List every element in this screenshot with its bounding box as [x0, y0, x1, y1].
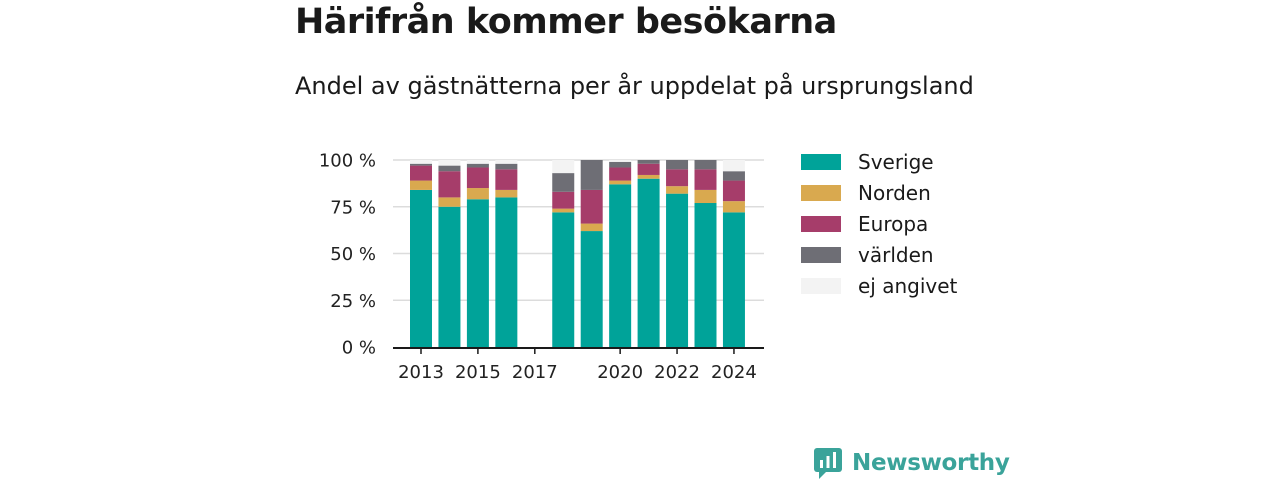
bar-segment: [410, 165, 432, 181]
legend-swatch: [801, 216, 841, 232]
y-tick-label: 50 %: [330, 244, 376, 265]
bar-segment: [609, 184, 632, 347]
bar-segment: [694, 189, 717, 204]
x-tick-label: 2015: [455, 362, 501, 383]
bar-segment: [666, 186, 689, 194]
bar-segment: [495, 163, 518, 170]
brand-logo: Newsworthy: [814, 446, 1010, 480]
bar-segment: [410, 180, 432, 190]
bar-segment: [495, 169, 518, 190]
bar-segment: [438, 206, 461, 347]
x-tick-label: 2013: [398, 362, 444, 383]
y-tick-label: 0 %: [342, 338, 376, 359]
x-tick-label: 2020: [597, 362, 643, 383]
brand-name: Newsworthy: [852, 450, 1010, 476]
bar-segment: [694, 160, 717, 170]
bars: [410, 160, 745, 347]
bar-segment: [495, 197, 518, 347]
bar-segment: [466, 163, 489, 168]
legend-swatch: [801, 247, 841, 263]
bar-segment: [666, 169, 689, 187]
bar-segment: [722, 180, 745, 202]
bar-segment: [552, 212, 575, 347]
legend-label: Europa: [858, 212, 928, 236]
bar-segment: [410, 163, 432, 166]
bar-segment: [609, 161, 632, 168]
bar-segment: [410, 160, 432, 164]
bar-segment: [637, 178, 660, 347]
y-tick-label: 100 %: [319, 151, 376, 172]
bar-segment: [495, 160, 518, 164]
bar-segment: [466, 188, 489, 200]
bar-segment: [466, 160, 489, 164]
bar-segment: [609, 160, 632, 162]
legend-label: ej angivet: [858, 274, 958, 298]
bar-segment: [722, 160, 745, 172]
stacked-bar-chart: 0 % 25 % 50 % 75 % 100 % 2013 2015 2017 2020 202…: [319, 150, 958, 383]
bar-segment: [466, 199, 489, 347]
bar-segment: [637, 160, 660, 164]
bar-segment: [438, 160, 461, 166]
bar-segment: [580, 223, 603, 232]
bar-segment: [666, 160, 689, 170]
bar-segment: [722, 171, 745, 181]
x-tick-label: 2017: [512, 362, 558, 383]
bar-segment: [466, 167, 489, 189]
bar-segment: [580, 231, 603, 347]
legend-label: världen: [858, 243, 934, 267]
bar-segment: [694, 203, 717, 347]
bar-segment: [438, 165, 461, 172]
chart-title: Härifrån kommer besökarna: [295, 2, 837, 42]
bar-segment: [410, 189, 432, 347]
chart-subtitle: Andel av gästnätterna per år uppdelat på…: [295, 72, 974, 100]
legend-swatch: [801, 278, 841, 294]
legend-label: Sverige: [858, 150, 934, 174]
x-tick-label: 2022: [654, 362, 700, 383]
bar-segment: [552, 208, 575, 213]
legend-swatch: [801, 154, 841, 170]
bar-segment: [438, 171, 461, 198]
x-axis-ticks: 2013 2015 2017 2020 2022 2024: [398, 348, 757, 383]
bar-segment: [637, 174, 660, 179]
y-tick-label: 25 %: [330, 291, 376, 312]
bar-segment: [552, 173, 575, 192]
y-tick-label: 75 %: [330, 197, 376, 218]
legend-swatch: [801, 185, 841, 201]
x-tick-label: 2024: [711, 362, 757, 383]
bar-segment: [495, 189, 518, 198]
bar-segment: [722, 212, 745, 347]
bar-segment: [694, 169, 717, 190]
bar-segment: [609, 167, 632, 181]
bar-segment: [722, 201, 745, 213]
bar-segment: [552, 160, 575, 174]
bar-segment: [609, 180, 632, 185]
bar-segment: [580, 160, 603, 190]
legend: Sverige Norden Europa världen ej angivet: [801, 150, 958, 298]
bar-segment: [438, 197, 461, 207]
bar-segment: [637, 163, 660, 175]
bar-segment: [580, 189, 603, 224]
newsworthy-logo-icon: [814, 448, 842, 479]
legend-label: Norden: [858, 181, 931, 205]
bar-segment: [666, 193, 689, 347]
bar-segment: [552, 191, 575, 209]
y-axis-ticks: 0 % 25 % 50 % 75 % 100 %: [319, 151, 376, 359]
